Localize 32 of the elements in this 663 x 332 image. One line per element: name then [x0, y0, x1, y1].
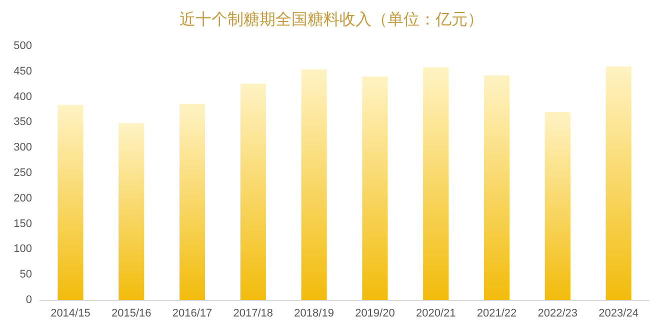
- x-tick-label: 2020/21: [416, 308, 456, 320]
- x-tick-label: 2023/24: [598, 308, 638, 320]
- x-tick-label: 2014/15: [50, 308, 90, 320]
- y-tick-label: 350: [14, 116, 32, 128]
- y-tick-label: 250: [14, 167, 32, 179]
- bar: [484, 75, 510, 300]
- bar: [606, 66, 632, 300]
- bar: [118, 123, 144, 300]
- bar: [240, 84, 266, 300]
- x-tick-label: 2015/16: [111, 308, 152, 320]
- y-tick-label: 400: [14, 90, 32, 103]
- y-tick-label: 50: [20, 268, 32, 281]
- bar: [301, 69, 327, 300]
- y-tick-label: 450: [14, 65, 32, 78]
- y-tick-label: 0: [26, 294, 32, 306]
- y-tick-label: 300: [14, 142, 32, 154]
- bar: [544, 112, 570, 300]
- x-tick-label: 2016/17: [172, 308, 212, 320]
- bar: [362, 76, 388, 300]
- bar: [423, 67, 449, 300]
- y-tick-label: 150: [14, 218, 32, 230]
- x-tick-label: 2018/19: [294, 308, 334, 320]
- bar: [58, 104, 84, 300]
- y-tick-label: 200: [14, 192, 32, 204]
- chart-title: 近十个制糖期全国糖料收入（单位：亿元）: [180, 10, 484, 28]
- x-tick-label: 2021/22: [476, 308, 517, 320]
- x-tick-label: 2017/18: [233, 308, 274, 320]
- x-tick-label: 2022/23: [538, 308, 578, 320]
- bar: [179, 104, 206, 300]
- y-tick-label: 500: [14, 40, 32, 52]
- y-tick-label: 100: [14, 243, 32, 256]
- x-tick-label: 2019/20: [355, 308, 395, 320]
